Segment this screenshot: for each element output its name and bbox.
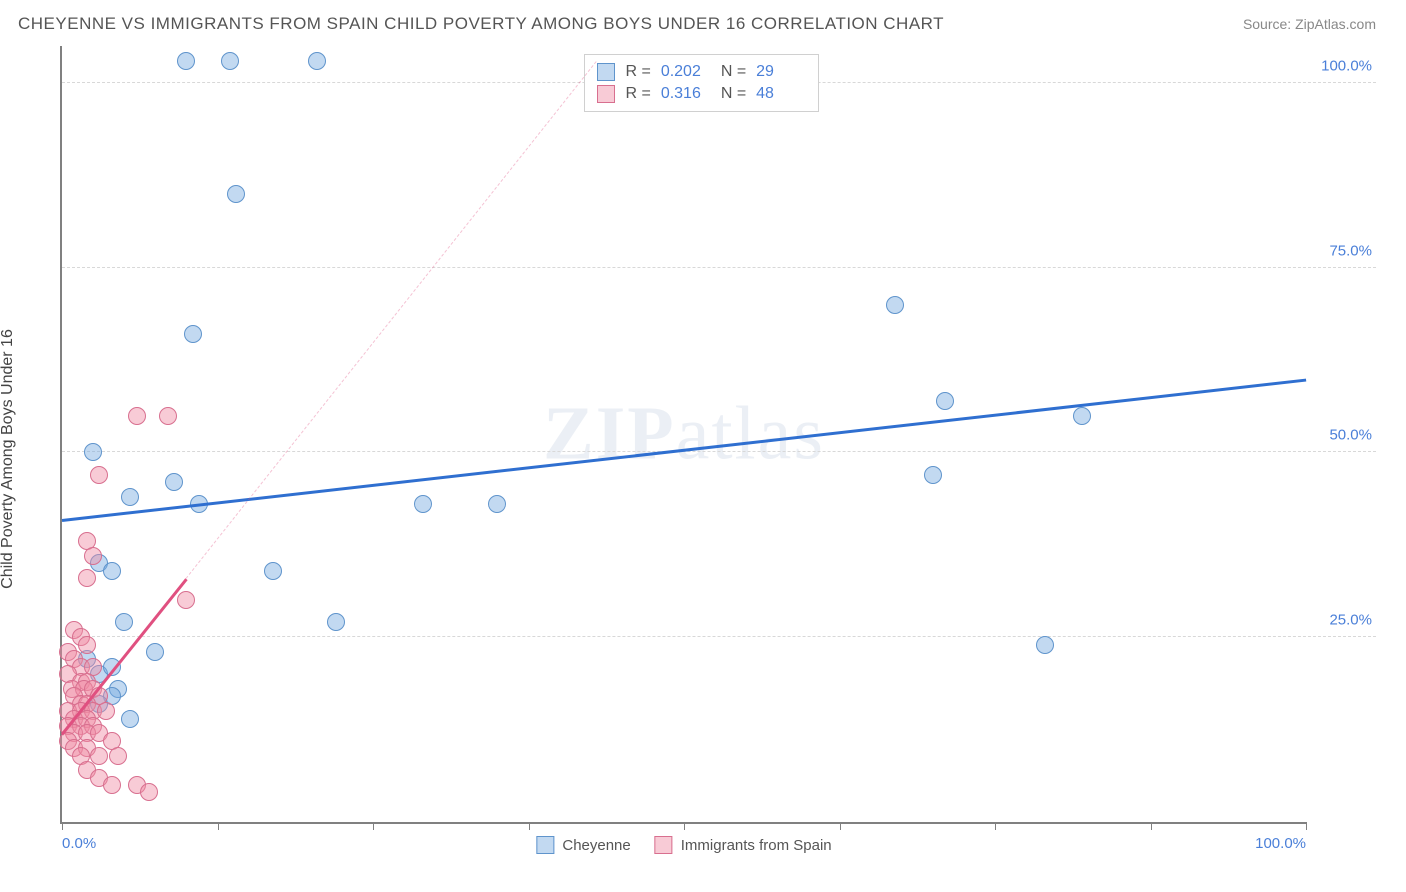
legend-swatch [597, 63, 615, 81]
data-point [886, 296, 904, 314]
legend-label: Immigrants from Spain [681, 837, 832, 854]
x-tick-label: 100.0% [1255, 835, 1306, 852]
r-value: 0.316 [661, 85, 711, 103]
plot-area: ZIPatlas 25.0%50.0%75.0%100.0%0.0%100.0%… [60, 46, 1306, 824]
data-point [488, 495, 506, 513]
legend-series: Cheyenne Immigrants from Spain [536, 836, 831, 854]
legend-row: R = 0.202 N = 29 [597, 61, 806, 83]
x-tick [995, 822, 996, 830]
x-tick [840, 822, 841, 830]
x-tick [684, 822, 685, 830]
n-value: 29 [756, 63, 806, 81]
watermark: ZIPatlas [543, 391, 825, 478]
data-point [90, 466, 108, 484]
trend-line [186, 61, 597, 579]
x-tick-label: 0.0% [62, 835, 96, 852]
data-point [84, 547, 102, 565]
x-tick [529, 822, 530, 830]
x-tick [373, 822, 374, 830]
data-point [121, 488, 139, 506]
header: CHEYENNE VS IMMIGRANTS FROM SPAIN CHILD … [0, 0, 1406, 40]
n-label: N = [721, 85, 746, 103]
source-label: Source: ZipAtlas.com [1243, 16, 1376, 32]
gridline [62, 267, 1376, 268]
data-point [165, 473, 183, 491]
data-point [414, 495, 432, 513]
n-value: 48 [756, 85, 806, 103]
legend-swatch [536, 836, 554, 854]
data-point [140, 783, 158, 801]
data-point [78, 636, 96, 654]
legend-swatch [655, 836, 673, 854]
legend-swatch [597, 85, 615, 103]
y-tick-label: 75.0% [1329, 242, 1372, 259]
data-point [109, 747, 127, 765]
watermark-suffix: atlas [676, 392, 825, 476]
data-point [90, 747, 108, 765]
data-point [103, 776, 121, 794]
data-point [177, 52, 195, 70]
data-point [115, 613, 133, 631]
data-point [97, 702, 115, 720]
r-label: R = [625, 63, 650, 81]
x-tick [62, 822, 63, 830]
data-point [121, 710, 139, 728]
r-label: R = [625, 85, 650, 103]
r-value: 0.202 [661, 63, 711, 81]
x-tick [1151, 822, 1152, 830]
data-point [227, 185, 245, 203]
data-point [1073, 407, 1091, 425]
y-tick-label: 50.0% [1329, 427, 1372, 444]
legend-row: R = 0.316 N = 48 [597, 83, 806, 105]
x-tick [218, 822, 219, 830]
y-tick-label: 25.0% [1329, 612, 1372, 629]
data-point [936, 392, 954, 410]
data-point [103, 562, 121, 580]
data-point [78, 569, 96, 587]
data-point [327, 613, 345, 631]
legend-stats: R = 0.202 N = 29 R = 0.316 N = 48 [584, 54, 819, 112]
chart-area: Child Poverty Among Boys Under 16 ZIPatl… [18, 46, 1376, 872]
data-point [924, 466, 942, 484]
data-point [1036, 636, 1054, 654]
y-axis-label: Child Poverty Among Boys Under 16 [0, 329, 17, 589]
data-point [221, 52, 239, 70]
legend-item: Immigrants from Spain [655, 836, 832, 854]
y-tick-label: 100.0% [1321, 57, 1372, 74]
data-point [159, 407, 177, 425]
chart-title: CHEYENNE VS IMMIGRANTS FROM SPAIN CHILD … [18, 14, 944, 34]
data-point [177, 591, 195, 609]
data-point [184, 325, 202, 343]
legend-item: Cheyenne [536, 836, 630, 854]
data-point [308, 52, 326, 70]
x-tick [1306, 822, 1307, 830]
data-point [84, 443, 102, 461]
legend-label: Cheyenne [562, 837, 630, 854]
data-point [146, 643, 164, 661]
data-point [128, 407, 146, 425]
gridline [62, 451, 1376, 452]
gridline [62, 636, 1376, 637]
data-point [264, 562, 282, 580]
n-label: N = [721, 63, 746, 81]
